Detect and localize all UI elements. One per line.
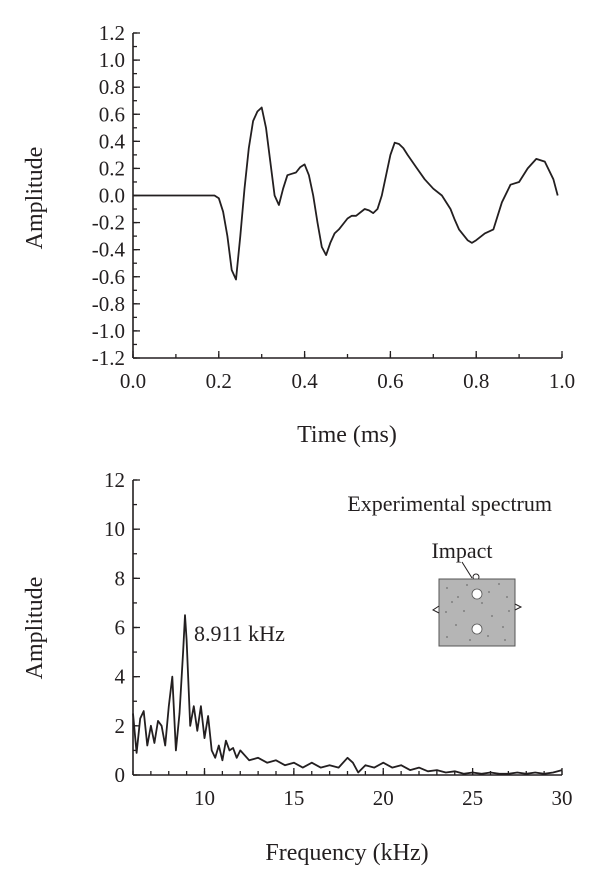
bottom-x-axis-label: Frequency (kHz)	[265, 840, 428, 866]
chart0-y-tick-label: 0.8	[99, 75, 125, 99]
specimen-hole-bottom	[471, 623, 483, 635]
chart0-y-tick-label: -1.2	[92, 346, 125, 370]
specimen-speckle	[445, 583, 510, 641]
chart0-y-tick-label: -1.0	[92, 319, 125, 343]
chart0-y-tick-label: 0.0	[99, 184, 125, 208]
top-x-axis-label: Time (ms)	[297, 422, 397, 448]
impact-label: Impact	[431, 538, 492, 563]
chart1-x-tick-label: 10	[194, 786, 215, 810]
crack-right-icon	[514, 603, 523, 611]
chart0-y-tick-label: -0.8	[92, 292, 125, 316]
chart0-y-tick-label: 1.0	[99, 48, 125, 72]
specimen-hole-top	[471, 588, 483, 600]
chart0-x-tick-label: 0.0	[120, 369, 146, 393]
chart1-y-tick-label: 6	[115, 616, 126, 640]
impact-pointer	[461, 561, 473, 579]
chart1-x-tick-label: 25	[462, 786, 483, 810]
chart1-x-tick-label: 15	[283, 786, 304, 810]
chart1-y-tick-label: 12	[104, 468, 125, 492]
spectrum-label: Experimental spectrum	[347, 491, 552, 516]
chart0-x-tick-label: 1.0	[549, 369, 575, 393]
time-domain-chart: 1.2 1.0 0.8 0.6 0.4 0.2 0.0 -0.2 -0.4 -0.6 -0.8 -1.…	[22, 21, 575, 448]
peak-label: 8.911 kHz	[194, 621, 285, 646]
chart1-y-tick-label: 2	[115, 714, 126, 738]
specimen-inset: Impact	[431, 538, 523, 647]
chart0-y-tick-label: -0.6	[92, 265, 125, 289]
top-y-axis-label: Amplitude	[22, 147, 48, 250]
chart0-y-tick-label: -0.4	[92, 238, 126, 262]
chart1-series-line	[132, 614, 563, 775]
chart0-x-tick-label: 0.8	[463, 369, 489, 393]
chart1-x-tick-label: 30	[552, 786, 573, 810]
chart0-x-tick-label: 0.4	[291, 369, 318, 393]
chart0-y-tick-label: 1.2	[99, 21, 125, 45]
chart1-y-tick-label: 8	[115, 566, 126, 590]
chart1-y-tick-label: 10	[104, 517, 125, 541]
chart0-x-tick-label: 0.6	[377, 369, 403, 393]
chart0-series-line	[133, 106, 559, 281]
chart1-y-tick-label: 4	[115, 665, 126, 689]
chart0-y-tick-label: 0.6	[99, 102, 125, 126]
crack-left-icon	[432, 605, 440, 614]
chart1-x-tick-label: 20	[373, 786, 394, 810]
chart0-y-tick-label: 0.4	[99, 129, 126, 153]
chart0-x-tick-label: 0.2	[206, 369, 232, 393]
chart1-y-tick-label: 0	[115, 763, 126, 787]
top-plot-area: 1.2 1.0 0.8 0.6 0.4 0.2 0.0 -0.2 -0.4 -0.6 -0.8 -1.…	[92, 21, 575, 393]
bottom-y-axis-label: Amplitude	[22, 577, 48, 680]
chart0-y-tick-label: -0.2	[92, 211, 125, 235]
chart0-y-tick-label: 0.2	[99, 156, 125, 180]
